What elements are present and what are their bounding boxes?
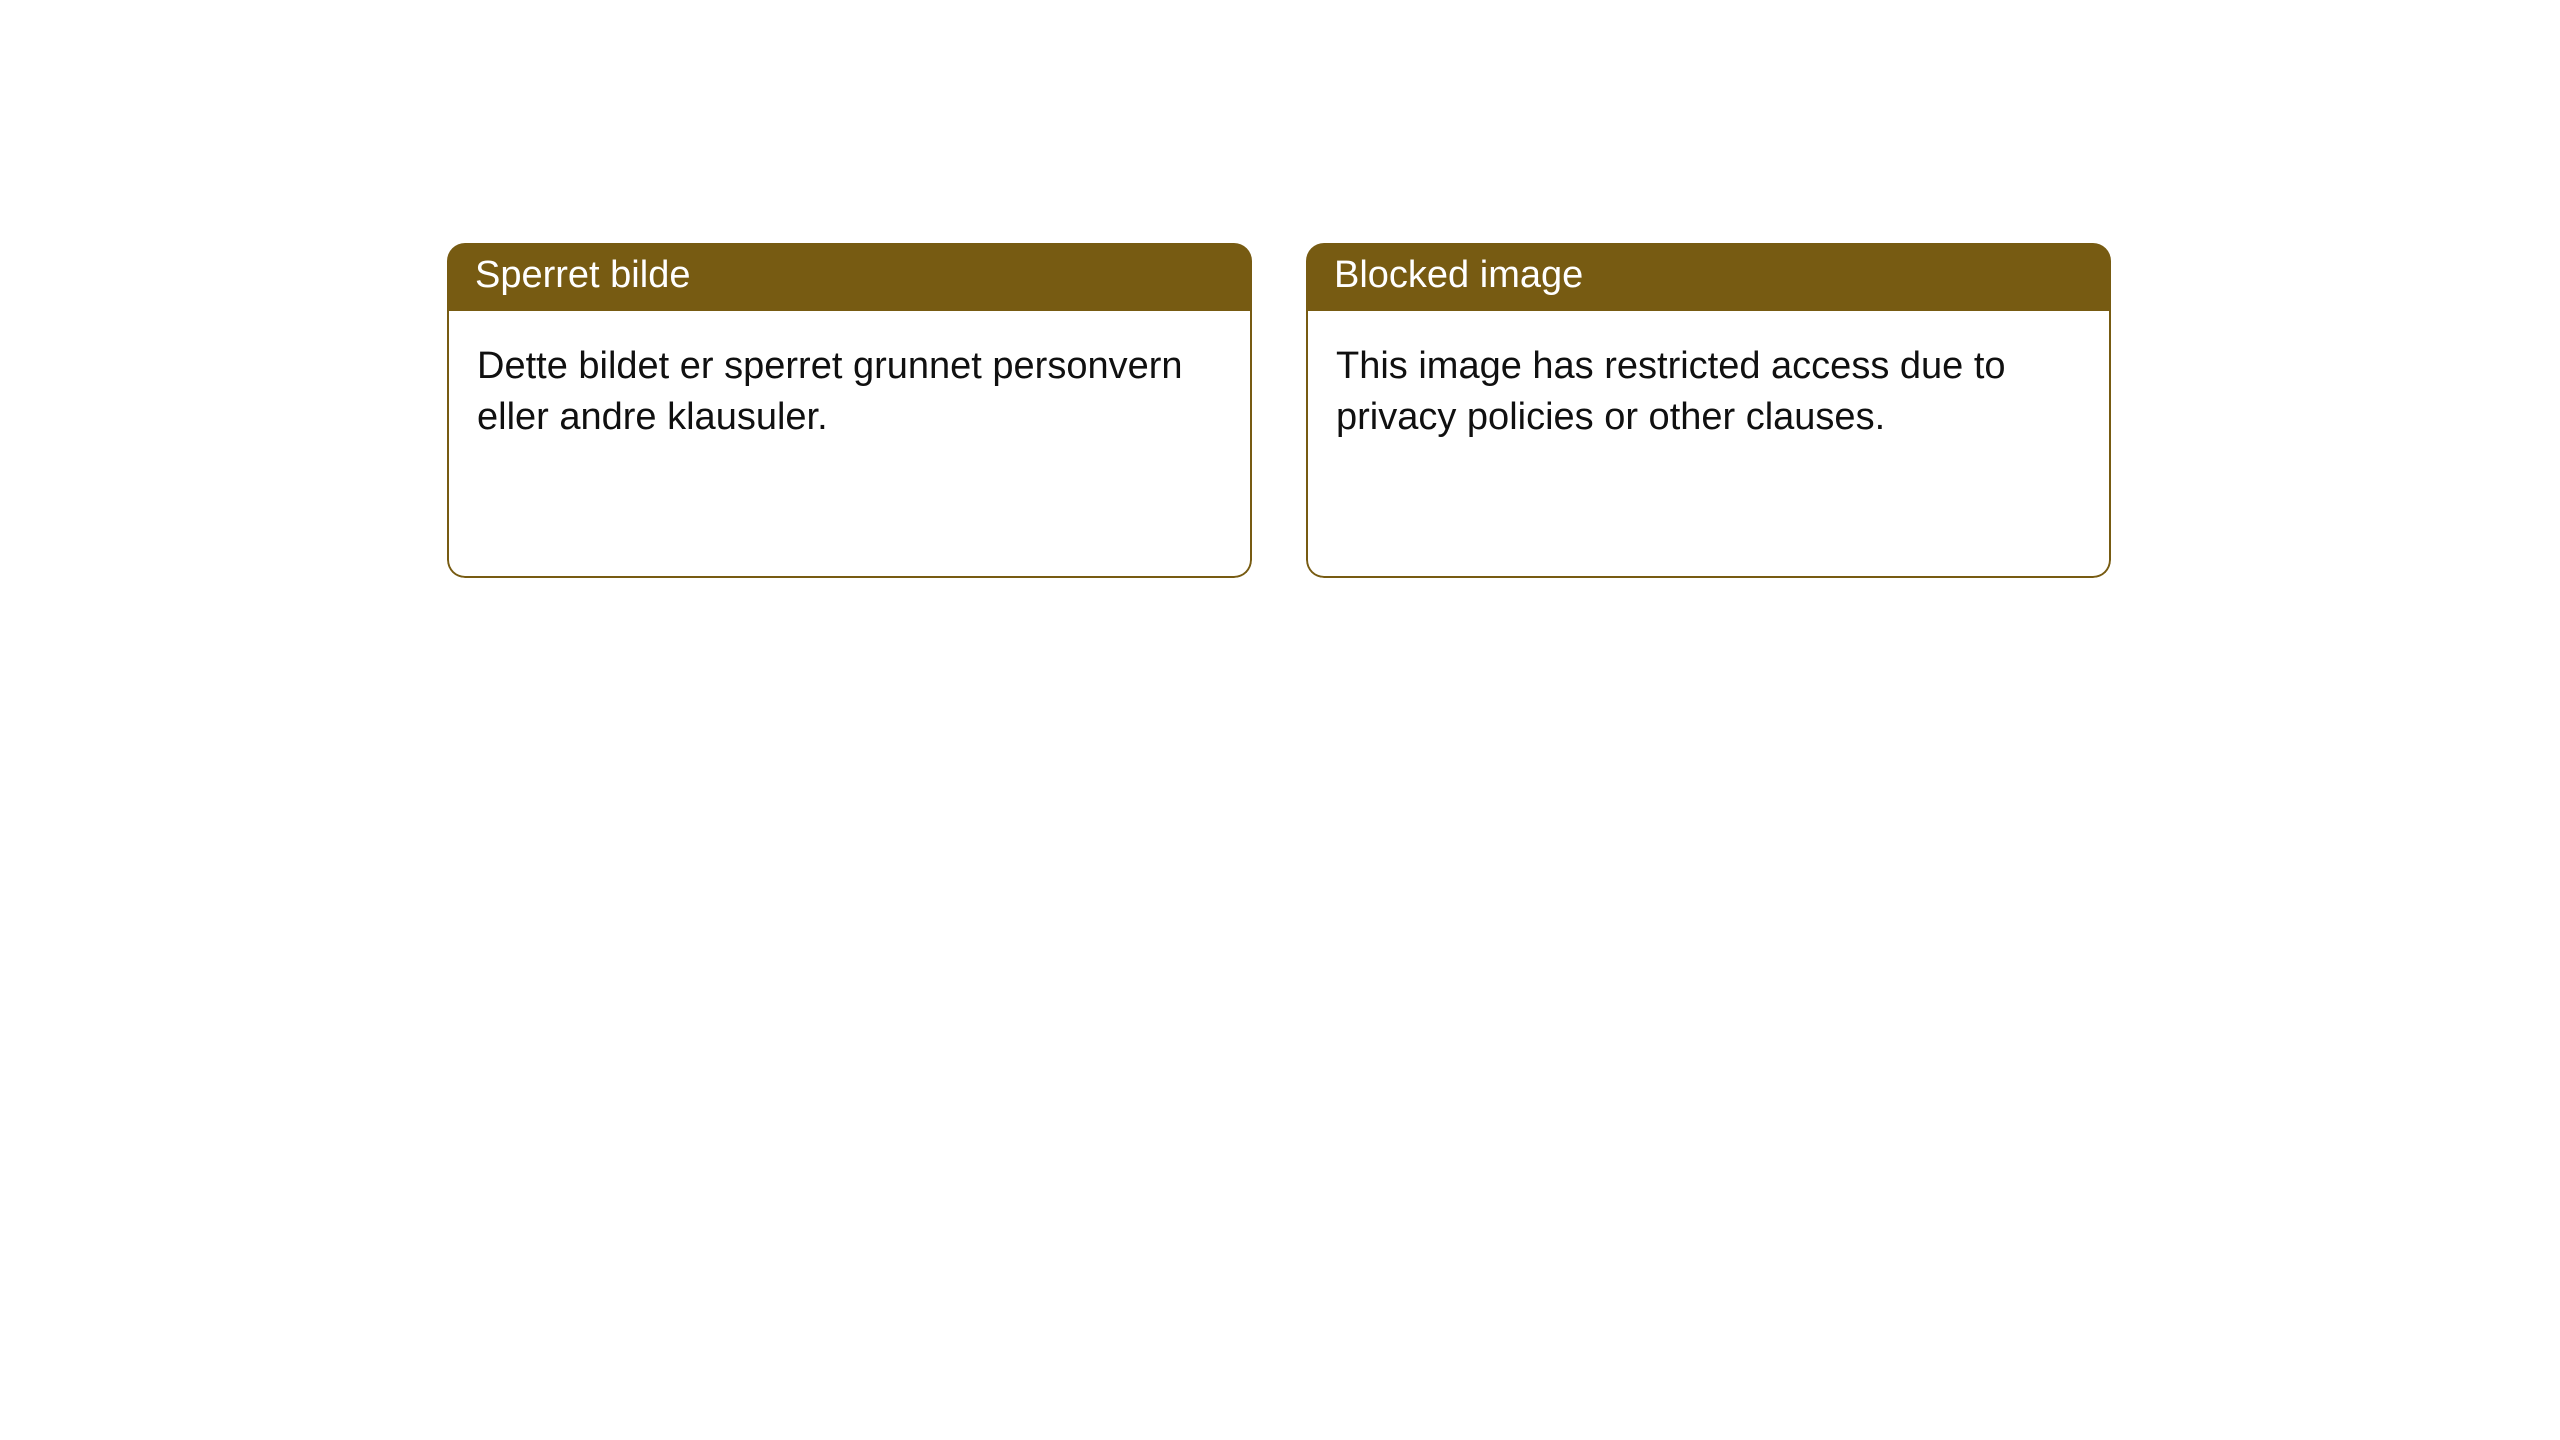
notice-card-en-header: Blocked image xyxy=(1306,243,2111,311)
notice-card-en: Blocked image This image has restricted … xyxy=(1306,243,2111,578)
notice-card-no: Sperret bilde Dette bildet er sperret gr… xyxy=(447,243,1252,578)
notice-card-en-body: This image has restricted access due to … xyxy=(1306,311,2111,578)
notice-container: Sperret bilde Dette bildet er sperret gr… xyxy=(0,0,2560,578)
notice-card-no-body: Dette bildet er sperret grunnet personve… xyxy=(447,311,1252,578)
notice-card-no-header: Sperret bilde xyxy=(447,243,1252,311)
